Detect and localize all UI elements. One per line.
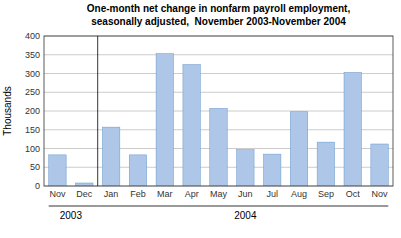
plot-frame (44, 36, 393, 186)
bar (290, 112, 307, 186)
bar (371, 144, 388, 186)
y-tick-label: 200 (25, 106, 40, 116)
x-tick-label: Jan (104, 189, 119, 199)
y-tick-label: 100 (25, 144, 40, 154)
x-tick-label: Jul (266, 189, 278, 199)
x-tick-label: May (210, 189, 228, 199)
chart: One-month net change in nonfarm payroll … (0, 0, 401, 238)
x-tick-label: Apr (185, 189, 199, 199)
title: One-month net change in nonfarm payroll … (87, 3, 351, 14)
group-bracket (49, 206, 98, 207)
group-bracket (98, 206, 389, 207)
y-tick-label: 0 (35, 181, 40, 191)
year-separator (97, 36, 98, 186)
bar (102, 127, 119, 186)
x-tick-label: Dec (76, 189, 93, 199)
bar (76, 183, 93, 186)
group-label: 2004 (234, 210, 257, 221)
x-tick-label: Nov (372, 189, 389, 199)
x-tick-label: Nov (49, 189, 66, 199)
y-tick-label: 400 (25, 31, 40, 41)
bar (344, 72, 361, 186)
subtitle: seasonally adjusted, November 2003-Novem… (91, 16, 346, 27)
bars (49, 54, 389, 186)
x-tick-label: Feb (130, 189, 146, 199)
y-tick-label: 350 (25, 50, 40, 60)
bar (210, 108, 227, 186)
x-tick-label: Jun (238, 189, 253, 199)
y-tick-label: 50 (30, 162, 40, 172)
x-tick-label: Aug (291, 189, 307, 199)
y-tick-label: 150 (25, 125, 40, 135)
y-axis-label: Thousands (2, 86, 13, 135)
bar (237, 150, 254, 186)
grid-line (44, 92, 393, 93)
x-tick-label: Oct (346, 189, 361, 199)
bar (49, 155, 66, 186)
bar (317, 142, 334, 186)
bar (156, 54, 173, 186)
x-tick-label: Mar (157, 189, 173, 199)
grid-line (44, 73, 393, 74)
y-tick-label: 300 (25, 69, 40, 79)
grid-line (44, 54, 393, 55)
y-tick-label: 250 (25, 87, 40, 97)
x-tick-label: Sep (318, 189, 334, 199)
group-label: 2003 (60, 210, 83, 221)
bar (263, 154, 280, 186)
bar (129, 155, 146, 186)
bar (183, 65, 200, 187)
